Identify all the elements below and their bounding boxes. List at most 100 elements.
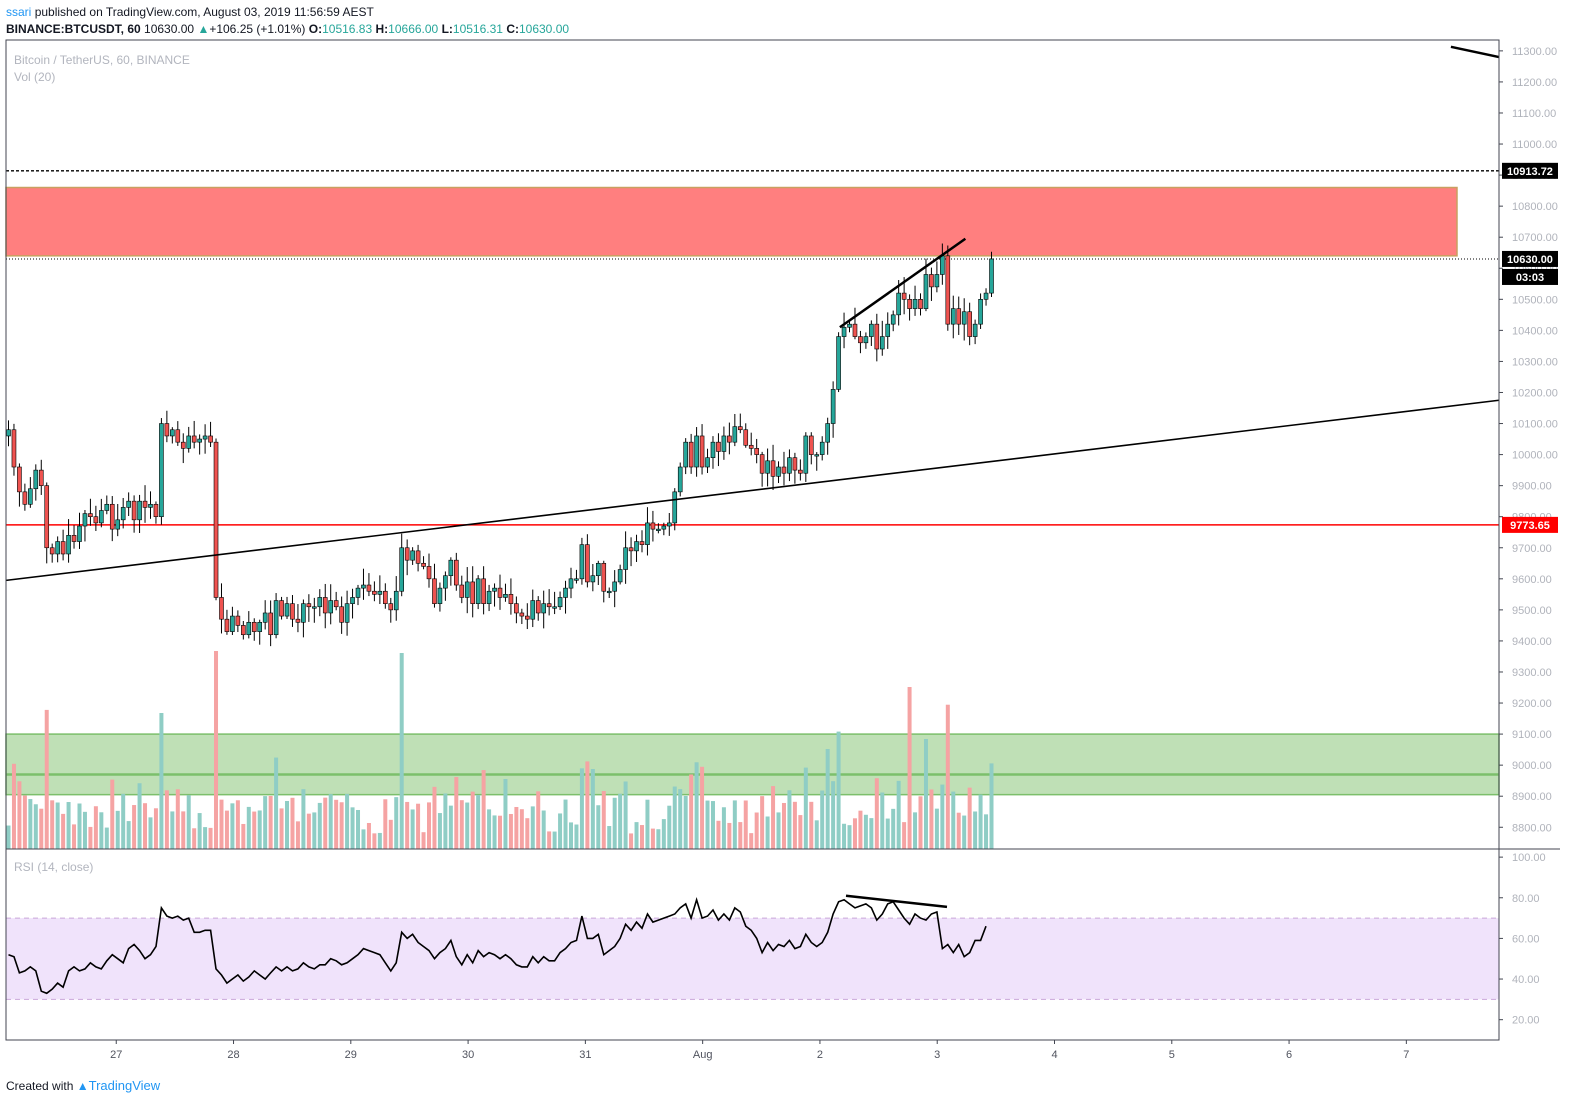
candle-body[interactable]	[219, 597, 224, 620]
candle-body[interactable]	[934, 274, 940, 288]
candle-body[interactable]	[273, 600, 279, 636]
candle-body[interactable]	[623, 547, 628, 570]
candle-body[interactable]	[688, 441, 694, 468]
candle-body[interactable]	[972, 323, 978, 337]
candle-body[interactable]	[748, 444, 754, 449]
candle-body[interactable]	[328, 600, 334, 614]
candle-body[interactable]	[66, 535, 71, 555]
candle-body[interactable]	[404, 547, 410, 561]
candle-body[interactable]	[104, 503, 110, 511]
candle-body[interactable]	[705, 457, 710, 468]
candle-body[interactable]	[869, 323, 874, 337]
candle-body[interactable]	[148, 503, 153, 508]
candle-body[interactable]	[437, 587, 443, 604]
candle-body[interactable]	[486, 590, 492, 604]
candle-body[interactable]	[142, 500, 148, 508]
candle-body[interactable]	[787, 457, 792, 474]
candle-body[interactable]	[798, 469, 803, 474]
candle-body[interactable]	[765, 460, 770, 474]
candle-body[interactable]	[612, 581, 617, 592]
candle-body[interactable]	[295, 618, 301, 623]
candle-body[interactable]	[306, 603, 312, 608]
candle-body[interactable]	[470, 581, 475, 604]
candle-body[interactable]	[257, 621, 263, 632]
candle-body[interactable]	[508, 594, 514, 604]
candle-body[interactable]	[890, 314, 896, 325]
candle-body[interactable]	[754, 448, 759, 455]
candle-body[interactable]	[595, 562, 601, 577]
candle-body[interactable]	[344, 603, 350, 623]
candle-body[interactable]	[645, 522, 650, 545]
candle-body[interactable]	[82, 513, 88, 527]
candle-body[interactable]	[208, 435, 213, 443]
candle-body[interactable]	[710, 441, 716, 458]
candle-body[interactable]	[579, 544, 585, 580]
candle-body[interactable]	[235, 615, 241, 626]
candle-body[interactable]	[224, 618, 230, 632]
candle-body[interactable]	[803, 435, 809, 474]
candle-body[interactable]	[99, 510, 104, 524]
candle-body[interactable]	[759, 454, 765, 474]
candle-body[interactable]	[590, 575, 596, 583]
candle-body[interactable]	[961, 311, 967, 325]
rsi-line[interactable]	[8, 897, 987, 995]
candle-body[interactable]	[109, 503, 115, 530]
candle-body[interactable]	[978, 299, 983, 325]
candle-body[interactable]	[677, 466, 683, 493]
candle-body[interactable]	[317, 597, 323, 608]
candle-body[interactable]	[268, 612, 273, 636]
descending-line-top-right[interactable]	[1450, 45, 1500, 59]
candle-body[interactable]	[55, 541, 60, 555]
candle-body[interactable]	[115, 519, 121, 530]
candle-body[interactable]	[989, 258, 994, 294]
candle-body[interactable]	[284, 603, 290, 617]
candle-body[interactable]	[301, 603, 306, 623]
candle-body[interactable]	[601, 562, 607, 592]
candle-body[interactable]	[333, 600, 339, 608]
candle-body[interactable]	[399, 547, 405, 592]
candle-body[interactable]	[377, 590, 383, 595]
candle-body[interactable]	[721, 435, 727, 452]
candle-body[interactable]	[186, 435, 192, 449]
rising-trendline[interactable]	[5, 399, 1500, 582]
candle-body[interactable]	[574, 578, 579, 581]
candle-body[interactable]	[852, 323, 858, 337]
candle-body[interactable]	[727, 435, 732, 443]
candle-body[interactable]	[322, 597, 328, 614]
candle-body[interactable]	[131, 500, 137, 521]
candle-body[interactable]	[93, 516, 99, 524]
candle-body[interactable]	[639, 541, 645, 545]
candle-body[interactable]	[432, 578, 437, 604]
candle-body[interactable]	[213, 441, 219, 598]
candle-body[interactable]	[841, 326, 847, 337]
candle-body[interactable]	[830, 389, 836, 424]
candle-body[interactable]	[650, 522, 656, 530]
candle-body[interactable]	[388, 603, 394, 611]
candle-body[interactable]	[683, 441, 688, 468]
candle-body[interactable]	[541, 603, 546, 614]
candle-body[interactable]	[792, 457, 798, 471]
candle-body[interactable]	[60, 541, 66, 555]
support-zone[interactable]	[5, 733, 1500, 796]
candle-body[interactable]	[879, 336, 885, 350]
candle-body[interactable]	[262, 612, 268, 623]
candle-body[interactable]	[246, 621, 252, 636]
candle-body[interactable]	[383, 590, 388, 604]
candle-body[interactable]	[530, 600, 536, 620]
candle-body[interactable]	[202, 435, 208, 440]
candle-body[interactable]	[38, 469, 44, 486]
candle-body[interactable]	[525, 615, 530, 620]
candle-body[interactable]	[153, 503, 159, 518]
candle-body[interactable]	[421, 562, 426, 567]
candle-body[interactable]	[454, 559, 459, 586]
candle-body[interactable]	[339, 606, 344, 623]
candle-body[interactable]	[49, 547, 55, 555]
username[interactable]: ssari	[6, 5, 32, 19]
candle-body[interactable]	[77, 525, 82, 542]
candle-body[interactable]	[355, 587, 361, 598]
candle-body[interactable]	[350, 597, 355, 604]
candle-body[interactable]	[967, 311, 972, 337]
candle-body[interactable]	[448, 559, 454, 577]
candle-body[interactable]	[956, 308, 962, 325]
candle-body[interactable]	[481, 578, 486, 604]
